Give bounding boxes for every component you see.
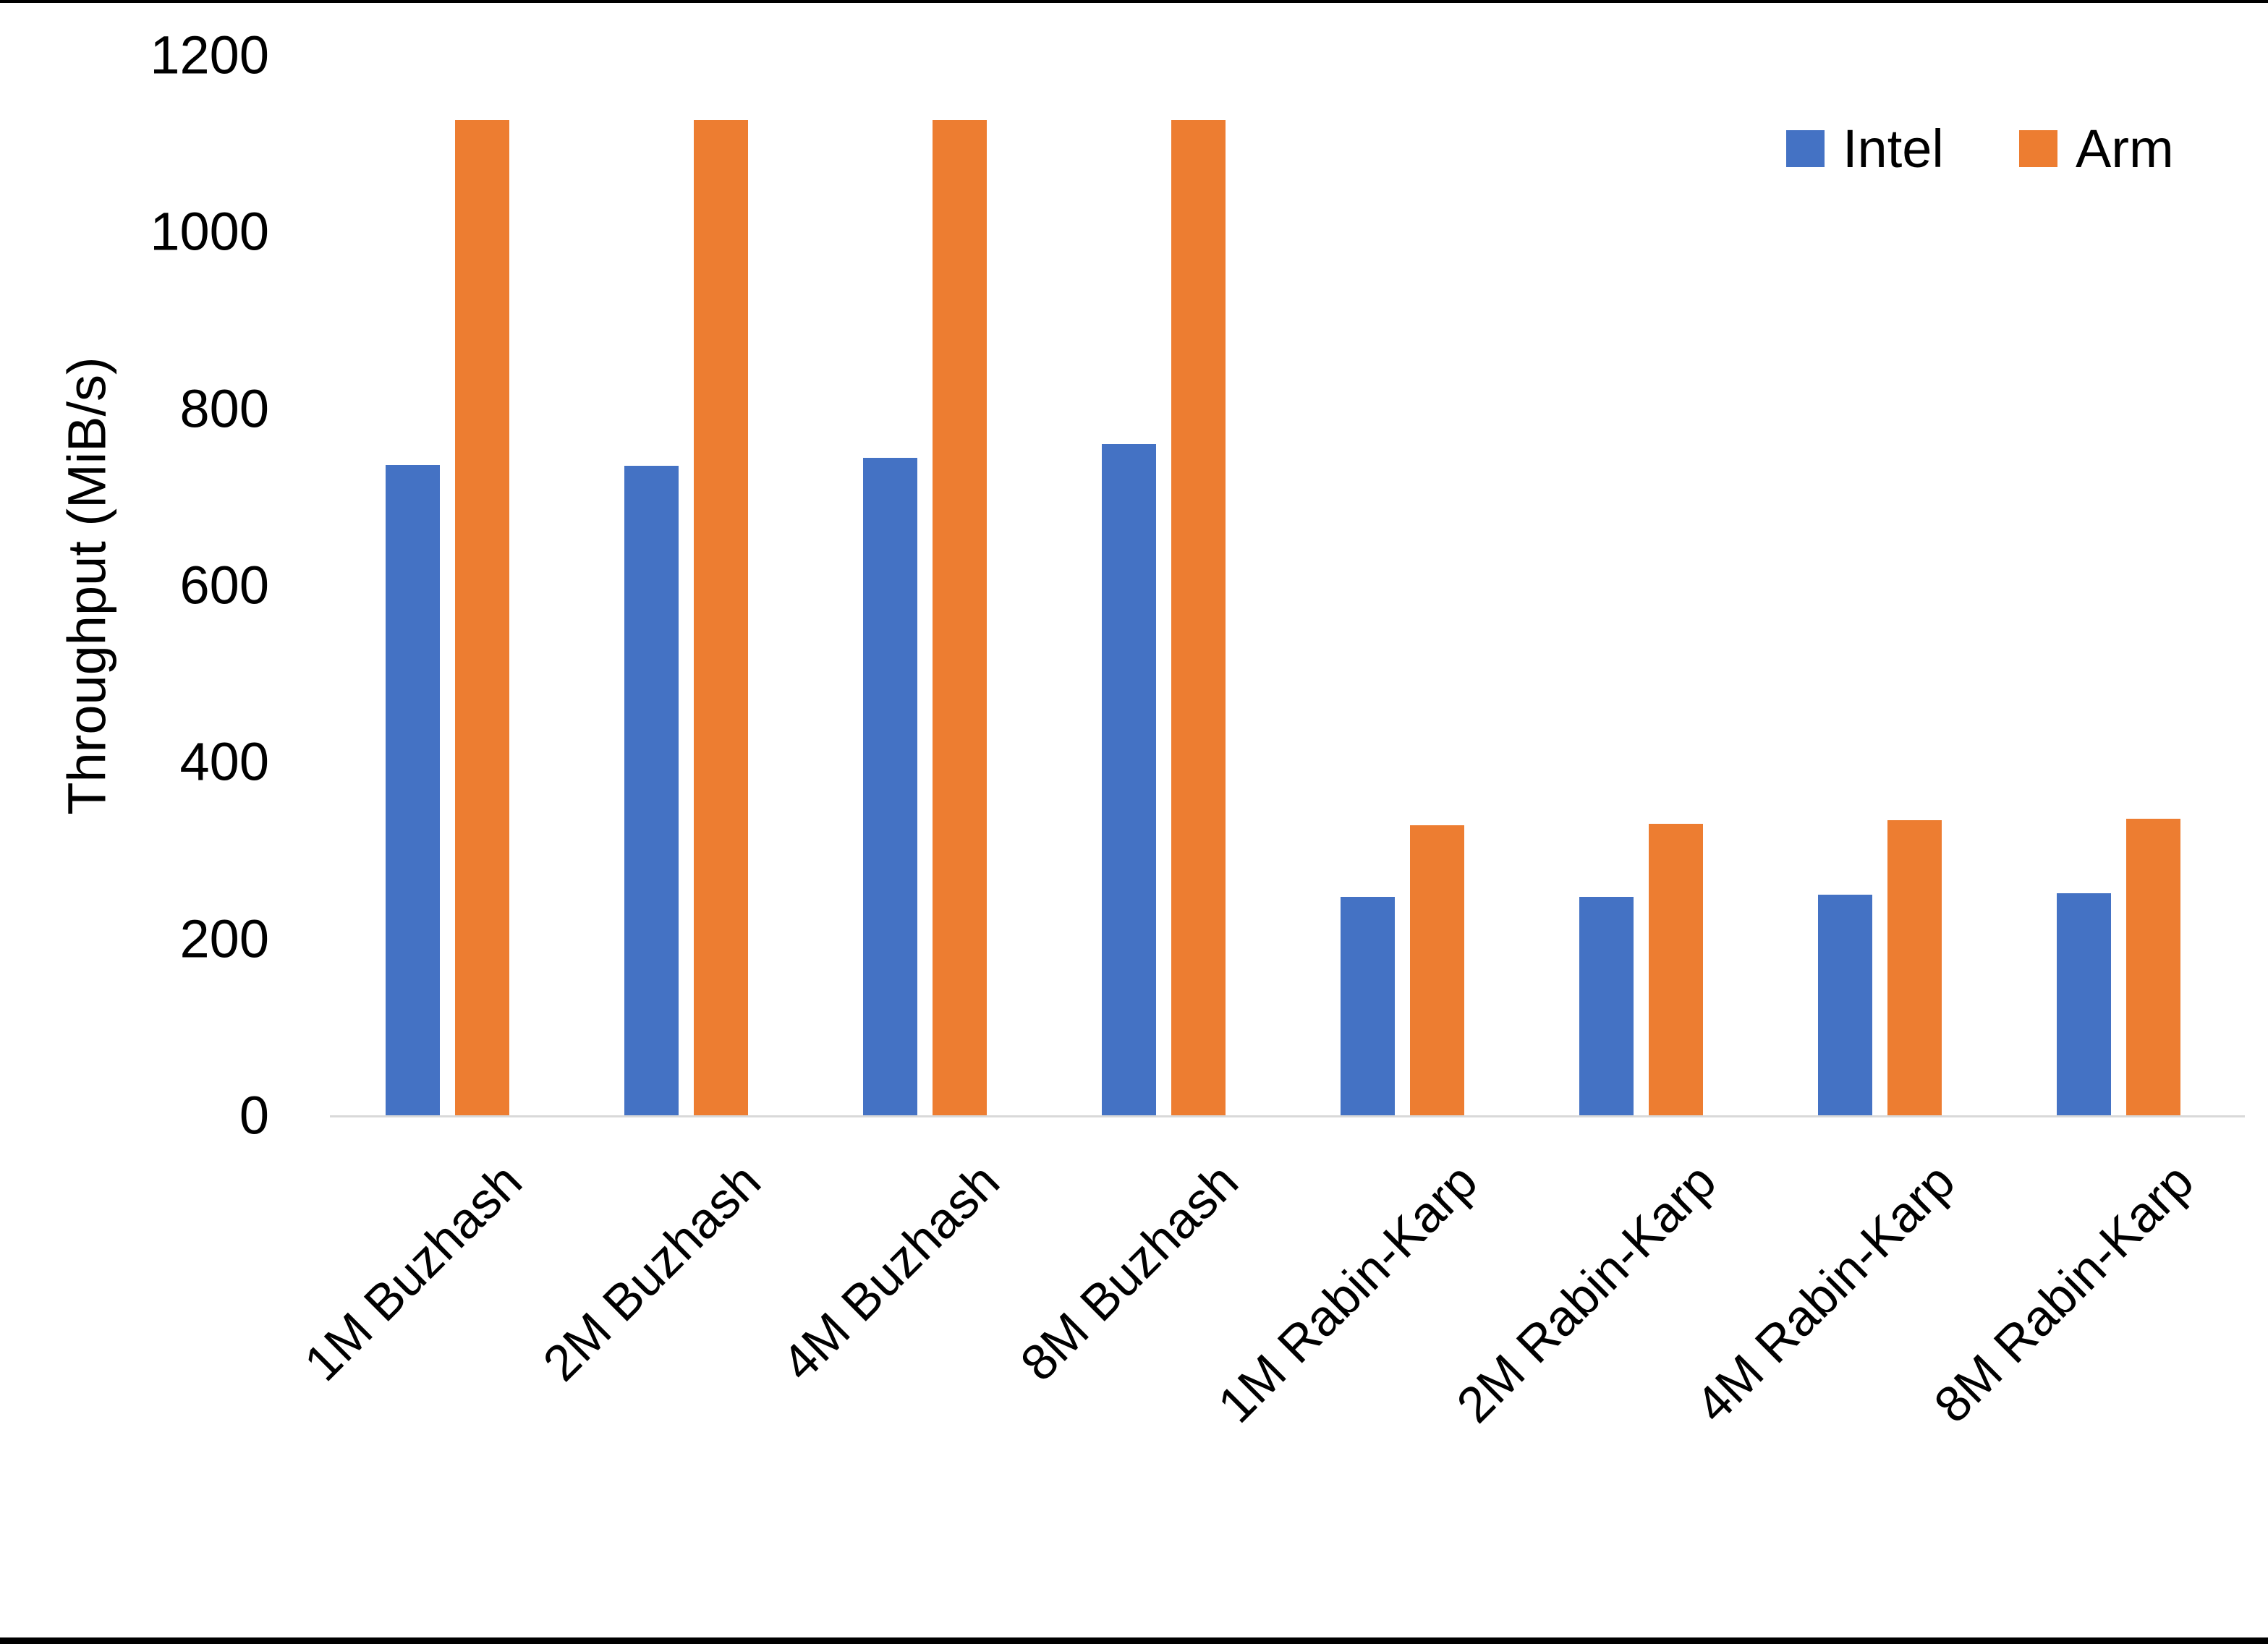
y-tick-label: 600 [179, 555, 269, 616]
legend-label-arm: Arm [2076, 118, 2174, 179]
bar-arm-7 [1887, 819, 1942, 1115]
y-tick-label: 400 [179, 731, 269, 792]
bar-intel-2 [624, 466, 679, 1115]
x-category-label: 8M Rabin-Karp [1923, 1152, 2204, 1434]
legend-swatch-intel-icon [1786, 129, 1825, 167]
bar-arm-4 [1171, 120, 1226, 1115]
y-tick-label: 200 [179, 908, 269, 969]
y-tick-label: 800 [179, 378, 269, 439]
bar-intel-8 [2057, 893, 2111, 1115]
bar-intel-4 [1102, 443, 1156, 1115]
x-category-label: 4M Buzhash [771, 1152, 1011, 1392]
x-category-label: 1M Buzhash [294, 1152, 533, 1392]
legend-swatch-arm-icon [2019, 129, 2057, 167]
bar-intel-6 [1579, 897, 1634, 1115]
bar-arm-8 [2126, 818, 2180, 1115]
x-axis-line [330, 1115, 2245, 1117]
bar-arm-5 [1410, 825, 1464, 1115]
y-tick-label: 1200 [150, 25, 269, 85]
legend-label-intel: Intel [1843, 118, 1944, 179]
bar-intel-7 [1818, 894, 1872, 1115]
legend-item-intel: Intel [1786, 114, 1944, 182]
top-frame-bar [0, 0, 2268, 3]
y-tick-label: 1000 [150, 201, 269, 262]
bar-intel-3 [863, 458, 917, 1115]
bar-intel-5 [1341, 897, 1395, 1115]
x-category-label: 8M Buzhash [1010, 1152, 1249, 1392]
bar-arm-3 [933, 120, 987, 1115]
y-tick-label: 0 [239, 1085, 269, 1146]
bar-arm-1 [455, 120, 509, 1115]
bar-intel-1 [386, 464, 440, 1115]
x-category-label: 2M Buzhash [532, 1152, 772, 1392]
legend-item-arm: Arm [2019, 114, 2174, 182]
bar-arm-6 [1649, 823, 1703, 1115]
bar-arm-2 [694, 120, 748, 1115]
bottom-frame-bar [0, 1637, 2268, 1644]
y-axis-title: Throughput (MiB/s) [56, 357, 117, 815]
